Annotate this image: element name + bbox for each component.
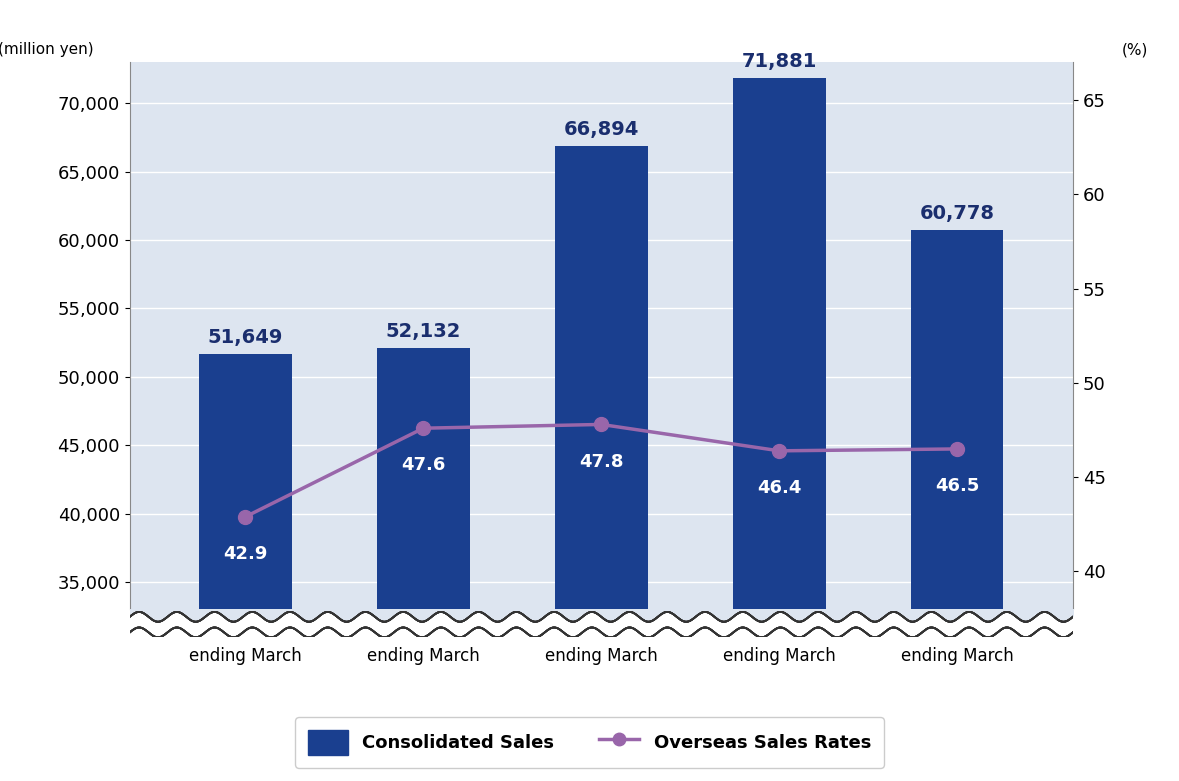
Bar <box>733 78 825 781</box>
Text: 46.5: 46.5 <box>935 477 980 495</box>
Text: 46.4: 46.4 <box>757 479 802 497</box>
Text: 71,881: 71,881 <box>742 52 817 71</box>
Legend: Consolidated Sales, Overseas Sales Rates: Consolidated Sales, Overseas Sales Rates <box>296 717 883 768</box>
Bar <box>377 348 469 781</box>
Text: 60,778: 60,778 <box>920 204 995 223</box>
Text: 42.9: 42.9 <box>223 545 268 563</box>
Text: 47.6: 47.6 <box>401 456 446 475</box>
Bar <box>199 355 291 781</box>
Text: 47.8: 47.8 <box>579 453 624 471</box>
Text: 51,649: 51,649 <box>208 329 283 348</box>
Text: 52,132: 52,132 <box>386 322 461 341</box>
Text: 66,894: 66,894 <box>564 120 639 139</box>
Text: (%): (%) <box>1122 42 1148 57</box>
Bar <box>555 146 647 781</box>
Text: (million yen): (million yen) <box>0 42 93 57</box>
Bar <box>911 230 1003 781</box>
